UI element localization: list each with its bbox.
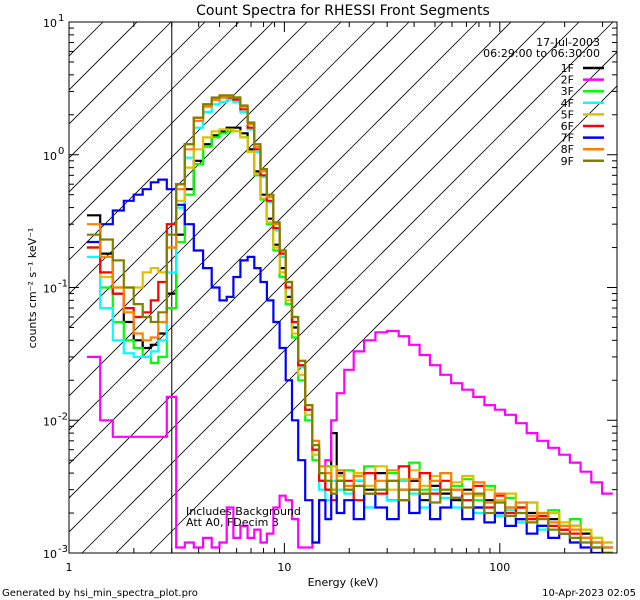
series-layer: [86, 94, 613, 553]
hatch-line: [69, 22, 580, 533]
hatch-line: [81, 22, 614, 553]
y-tick-label: 10: [43, 283, 57, 296]
x-axis-label: Energy (keV): [308, 576, 379, 589]
ticks-layer: [68, 21, 617, 554]
hatch-line: [149, 85, 617, 553]
y-tick-exponent: -2: [58, 411, 68, 422]
legend-label-7F: 7F: [561, 132, 574, 145]
hatch-line: [115, 51, 617, 553]
chart-title: Count Spectra for RHESSI Front Segments: [196, 3, 490, 19]
y-tick-label: 10: [43, 17, 57, 30]
legend-label-9F: 9F: [561, 155, 574, 168]
legend-label-4F: 4F: [561, 97, 574, 110]
y-tick-exponent: -3: [58, 544, 68, 555]
legend-label-6F: 6F: [561, 120, 574, 133]
time-range-label: 06:29:00 to 06:30:00: [483, 47, 600, 60]
y-tick-exponent: 0: [58, 146, 64, 157]
footer-generated-by: Generated by hsi_min_spectra_plot.pro: [2, 588, 198, 599]
hatch-line: [69, 22, 444, 397]
y-tick-exponent: 1: [58, 13, 64, 24]
y-tick-label: 10: [43, 548, 57, 561]
y-tick-label: 10: [43, 150, 57, 163]
date-label: 17-Jul-2003: [536, 36, 600, 49]
x-tick-label: 1: [66, 561, 73, 574]
hatch-line: [69, 22, 240, 193]
legend-label-2F: 2F: [561, 74, 574, 87]
annotation-attenuator: Att A0, FDecim 3: [186, 516, 279, 529]
legend-label-3F: 3F: [561, 85, 574, 98]
hatch-line: [69, 22, 274, 227]
hatch-line: [69, 22, 512, 465]
hatch-line: [69, 22, 206, 159]
y-axis-label: counts cm⁻² s⁻¹ keV⁻¹: [26, 228, 39, 349]
y-tick-label: 10: [43, 415, 57, 428]
footer-timestamp: 10-Apr-2023 02:05: [542, 588, 636, 599]
legend-label-5F: 5F: [561, 108, 574, 121]
annotation-background: Includes Background: [186, 505, 301, 518]
hatch-line: [69, 22, 308, 261]
legend-label-1F: 1F: [561, 62, 574, 75]
x-tick-labels: 1 10 100: [66, 561, 511, 574]
hatch-line: [69, 22, 546, 499]
hatch-line: [69, 22, 172, 125]
y-tick-exponent: -1: [58, 279, 68, 290]
x-tick-label: 100: [489, 561, 510, 574]
x-tick-label: 10: [277, 561, 291, 574]
series-9F-line: [86, 94, 613, 553]
legend-label-8F: 8F: [561, 143, 574, 156]
series-2F-line: [86, 329, 613, 549]
